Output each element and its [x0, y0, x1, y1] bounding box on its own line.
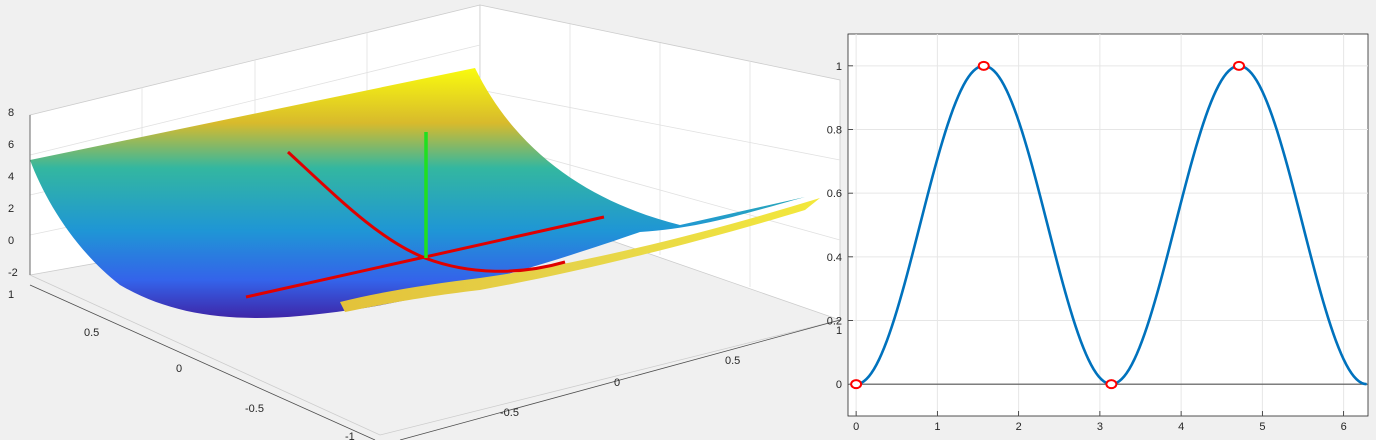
z-tick-label: 8 — [8, 107, 14, 119]
right-floor-axis — [399, 319, 841, 440]
x-tick-label: 3 — [1097, 421, 1103, 433]
x-tick-label: 6 — [1341, 421, 1347, 433]
z-tick-labels: -2 0 2 4 6 8 — [8, 107, 18, 279]
left-floor-axis — [29, 284, 376, 440]
z-tick-label: 0 — [8, 235, 14, 247]
floor-outline — [29, 274, 841, 436]
line-plot: 0 1 2 3 4 5 6 0 0.2 0.4 0.6 0.8 1 — [827, 33, 1369, 433]
x-tick-label: 5 — [1259, 421, 1265, 433]
x-tick-label: 1 — [8, 289, 14, 301]
y-tick-label: 1 — [836, 325, 842, 337]
y-tick-label: 0.2 — [827, 316, 842, 328]
y-tick-labels: -0.5 0 0.5 1 — [500, 325, 842, 419]
x-tick-label: 2 — [1016, 421, 1022, 433]
z-tick-label: 2 — [8, 203, 14, 215]
z-tick-label: 6 — [8, 139, 14, 151]
plot-area — [847, 33, 1369, 417]
marker-point — [850, 379, 863, 390]
x-tick-label: -1 — [345, 431, 355, 440]
grid-lines — [848, 34, 1368, 416]
x-tick-label: 4 — [1178, 421, 1184, 433]
marker-point — [1233, 60, 1246, 71]
y-tick-label: -0.5 — [500, 407, 519, 419]
z-tick-label: 4 — [8, 171, 14, 183]
markers — [850, 60, 1246, 390]
y-tick-label: 0.8 — [827, 125, 842, 137]
marker-point — [1105, 379, 1118, 390]
y-tick-label: 0 — [614, 377, 620, 389]
tick-labels: 0 1 2 3 4 5 6 0 0.2 0.4 0.6 0.8 1 — [827, 61, 1347, 433]
x-tick-label: 0.5 — [84, 327, 99, 339]
y-tick-label: 0.4 — [827, 252, 842, 264]
surface-plot: -2 0 2 4 6 8 1 0.5 0 -0.5 -1 -0.5 0 0.5 … — [8, 4, 842, 440]
y-tick-label: 1 — [836, 61, 842, 73]
y-tick-label: 0.5 — [725, 355, 740, 367]
x-tick-labels: 1 0.5 0 -0.5 -1 — [8, 289, 355, 440]
x-tick-label: -0.5 — [245, 403, 264, 415]
y-tick-label: 0.6 — [827, 188, 842, 200]
y-tick-label: 0 — [836, 379, 842, 391]
x-tick-label: 1 — [934, 421, 940, 433]
surface-fold — [340, 198, 820, 312]
z-tick-label: -2 — [8, 267, 18, 279]
surface-main — [30, 68, 805, 318]
marker-point — [977, 60, 990, 71]
x-tick-label: 0 — [853, 421, 859, 433]
x-tick-label: 0 — [176, 363, 182, 375]
